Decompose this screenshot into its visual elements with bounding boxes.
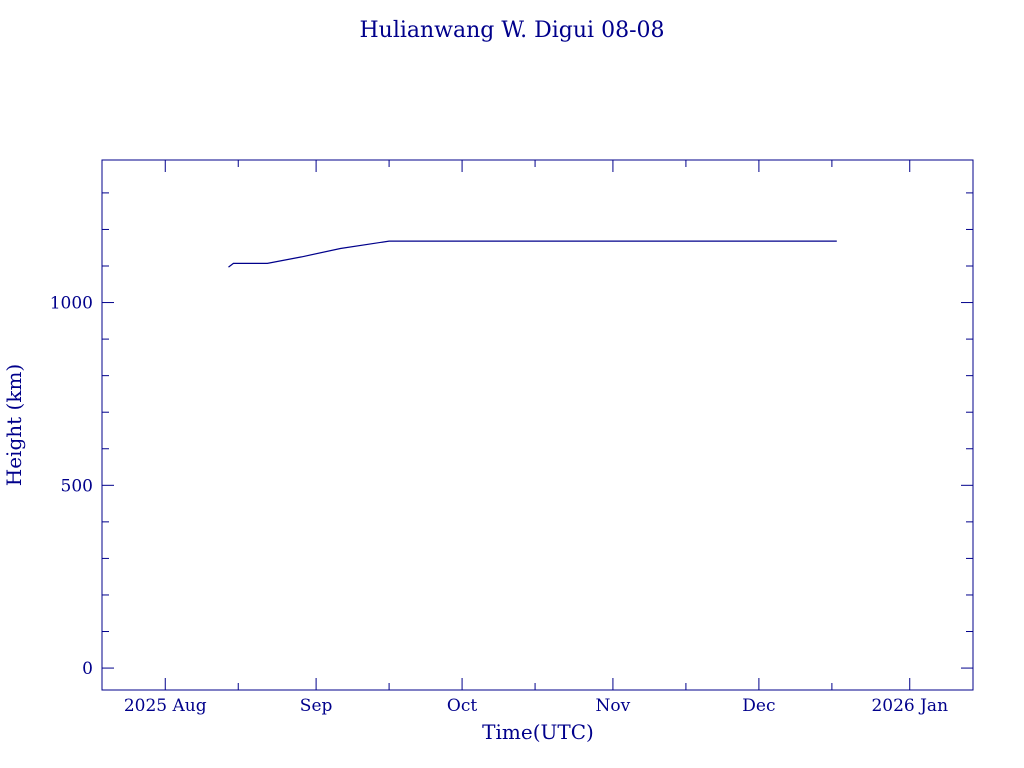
y-tick-label: 0 [82,659,93,679]
y-axis-label: Height (km) [2,364,26,486]
series-layer [228,240,837,268]
y-tick-label: 500 [61,476,93,496]
y-tick-label: 1000 [50,294,93,314]
plot-frame [101,159,974,691]
x-tick-label: Sep [300,696,333,716]
x-tick-label: Oct [447,696,477,716]
x-tick-label: 2026 Jan [871,696,948,716]
x-tick-label: Dec [742,696,775,716]
series-line [228,240,837,268]
x-axis: 2025 Aug Sep Oct Nov Dec 2026 Jan [124,160,948,716]
x-tick-label: 2025 Aug [124,696,207,716]
x-tick-label: Nov [596,696,631,716]
y-axis: 0 500 1000 [50,192,973,679]
chart-title: Hulianwang W. Digui 08-08 [359,18,664,43]
x-axis-label: Time(UTC) [482,720,594,744]
